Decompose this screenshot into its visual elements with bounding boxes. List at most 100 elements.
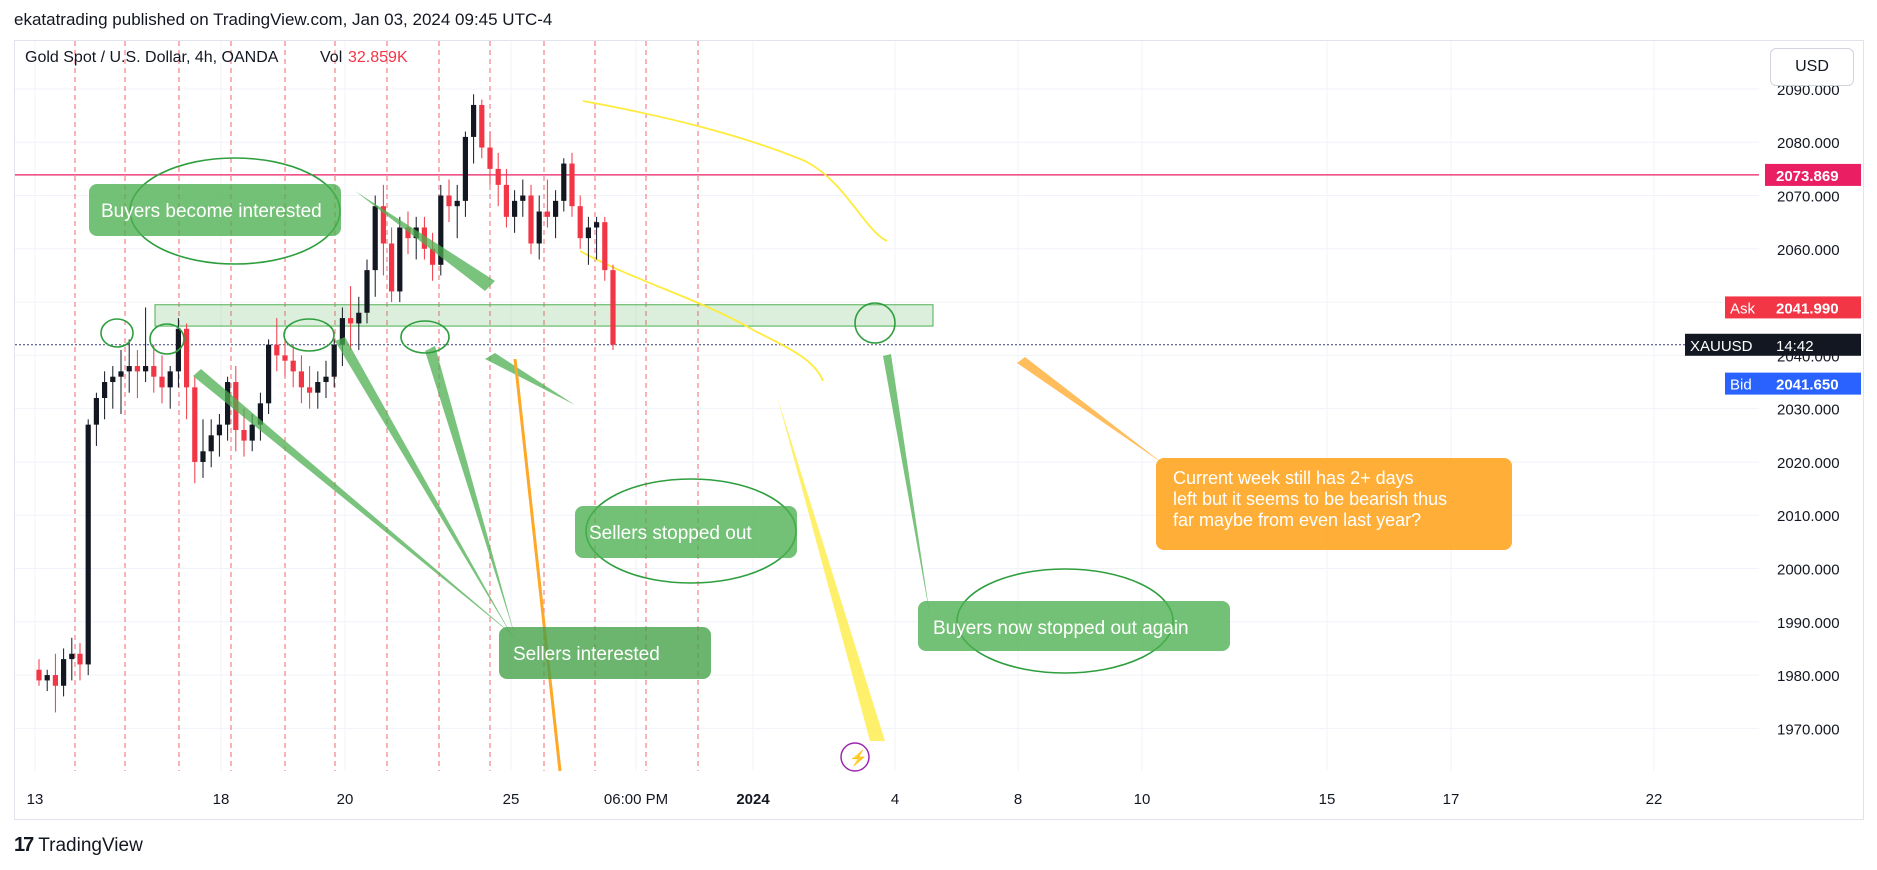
candle-body <box>143 366 149 372</box>
annotation-text: Sellers stopped out <box>589 523 752 544</box>
candle-body <box>126 366 132 372</box>
callout-pointer-sellers-stopped <box>485 353 575 405</box>
badge-bg <box>1685 333 1861 356</box>
candle-body <box>274 344 280 356</box>
y-tick-label: 2000.000 <box>1777 562 1840 579</box>
candle-body <box>397 227 403 292</box>
candle-body <box>520 195 526 201</box>
drawn-ellipse-mark <box>149 323 185 355</box>
candle-body <box>602 222 608 271</box>
candle-body <box>216 424 222 436</box>
candle-body <box>151 366 157 377</box>
candle-body <box>430 248 436 265</box>
drawn-ellipse-mark <box>854 302 896 344</box>
candle-body <box>290 360 296 372</box>
candle-body <box>36 669 42 681</box>
candle-body <box>200 451 206 462</box>
chart-canvas[interactable]: Buyers become interested Sellers stopped … <box>15 41 1865 821</box>
annotation-callout: Sellers stopped out <box>575 506 797 558</box>
drawn-ellipse-mark <box>100 318 134 348</box>
candle-body <box>192 387 198 462</box>
y-tick-label: 2080.000 <box>1777 135 1840 152</box>
ask-price-badge: Ask 2041.990 <box>1725 296 1861 319</box>
candle-body <box>405 227 411 239</box>
badge-text: 2041.650 <box>1776 377 1839 394</box>
candle-body <box>446 195 452 207</box>
lightning-glyph: ⚡ <box>849 749 868 767</box>
annotation-text: Buyers now stopped out again <box>933 618 1189 639</box>
candle-body <box>438 195 444 265</box>
candle-body <box>536 211 542 244</box>
candle-body <box>159 376 165 388</box>
badge-text: 14:42 <box>1776 338 1814 355</box>
x-tick-label: 06:00 PM <box>604 791 668 808</box>
y-tick-label: 1970.000 <box>1777 721 1840 738</box>
candle-body <box>266 344 272 404</box>
badge-text: 2073.869 <box>1776 168 1839 185</box>
annotation-text: left but it seems to be bearish thus <box>1173 489 1447 509</box>
drawn-ellipse-mark <box>400 320 450 354</box>
candle-body <box>544 211 550 217</box>
candle-body <box>77 653 83 665</box>
candle-body <box>454 200 460 207</box>
candle-body <box>348 318 354 324</box>
x-tick-label: 25 <box>503 791 520 808</box>
x-tick-label: 20 <box>337 791 354 808</box>
x-tick-label: 8 <box>1014 791 1022 808</box>
candle-body <box>298 371 304 388</box>
chart-frame: Buyers become interested Sellers stopped … <box>14 40 1864 820</box>
badge-bg <box>1725 296 1861 319</box>
annotation-box <box>89 184 341 236</box>
candle-body <box>471 104 477 137</box>
annotation-text: Buyers become interested <box>101 201 322 222</box>
candle-body <box>134 366 140 372</box>
candle-body <box>257 403 263 425</box>
yellow-ray-pointer <box>777 396 885 741</box>
candle-body <box>323 376 329 383</box>
currency-button[interactable]: USD <box>1770 48 1854 86</box>
candle-body <box>118 371 124 377</box>
candle-body <box>249 424 255 441</box>
annotation-box <box>499 627 711 679</box>
annotation-text: far maybe from even last year? <box>1173 510 1421 530</box>
candle-body <box>52 675 58 686</box>
lightning-event-icon: ⚡ <box>840 742 870 772</box>
candle-body <box>585 227 591 239</box>
annotation-text: Current week still has 2+ days <box>1173 468 1414 488</box>
volume-value: 32.859K <box>348 49 408 66</box>
candle-body <box>184 328 190 388</box>
callout-pointer-buyers-again <box>883 354 930 616</box>
candle-body <box>93 398 99 425</box>
candle-body <box>380 206 386 244</box>
candle-body <box>85 424 91 665</box>
badge-text: 2041.990 <box>1776 300 1839 317</box>
channel-lower-curve <box>579 250 824 382</box>
candle-body <box>356 312 362 324</box>
channel-upper-curve <box>582 100 888 242</box>
drawn-ellipse-mark <box>283 318 335 352</box>
y-tick-label: 2020.000 <box>1777 455 1840 472</box>
callout-pointer-sellers-2 <box>193 369 520 641</box>
candle-body <box>208 435 214 452</box>
candle-body <box>102 382 108 399</box>
annotation-callout: Buyers become interested <box>89 184 341 236</box>
candle-body <box>561 163 567 201</box>
x-tick-label: 10 <box>1134 791 1151 808</box>
support-zone-rect <box>154 304 934 327</box>
badge-label: XAUUSD <box>1690 338 1753 355</box>
lightning-circle <box>840 742 870 772</box>
annotation-box <box>918 601 1230 651</box>
y-tick-label: 2010.000 <box>1777 508 1840 525</box>
candle-body <box>512 200 518 217</box>
candle-body <box>503 184 509 217</box>
candle-body <box>487 147 493 169</box>
x-tick-label: 18 <box>213 791 230 808</box>
y-tick-label: 1990.000 <box>1777 615 1840 632</box>
candle-body <box>577 206 583 239</box>
candle-body <box>528 195 534 244</box>
tradingview-brand[interactable]: 17 TradingView <box>14 834 143 857</box>
badge-label: Bid <box>1730 377 1752 394</box>
badge-bg <box>1725 372 1861 395</box>
candle-body <box>372 206 378 271</box>
volume-readout: Vol 32.859K <box>320 49 408 66</box>
